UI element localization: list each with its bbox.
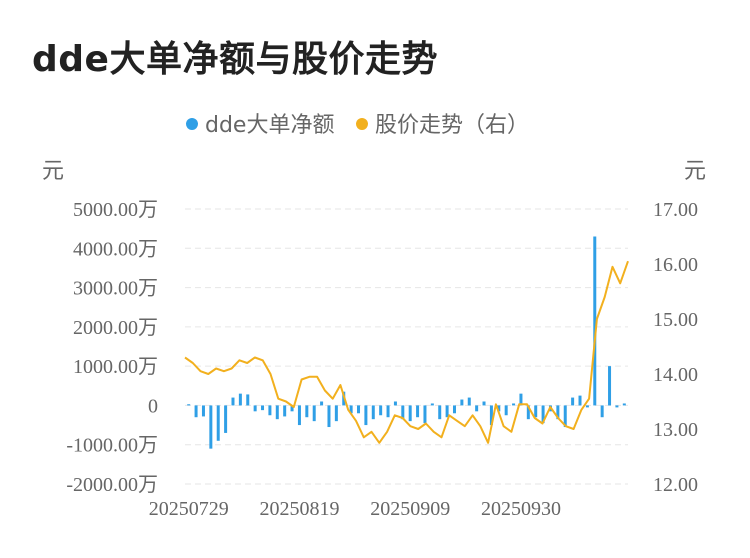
dde-bar (423, 405, 427, 424)
x-tick-label: 20250729 (149, 498, 229, 520)
dde-bar (357, 405, 361, 414)
left-tick-label: -1000.00万 (66, 435, 158, 457)
dde-bar (216, 405, 220, 441)
dde-bar (312, 405, 316, 422)
price-line (184, 260, 629, 444)
right-tick-label: 13.00 (653, 419, 698, 441)
right-tick-label: 17.00 (653, 199, 698, 221)
right-tick-label: 16.00 (653, 254, 698, 276)
dde-bar (578, 395, 582, 406)
dde-bar (534, 405, 538, 418)
dde-bar (408, 405, 412, 422)
dde-bar (194, 405, 198, 418)
left-tick-label: 3000.00万 (73, 278, 158, 300)
dde-bar (467, 397, 471, 406)
dde-bar (224, 405, 228, 433)
dde-bar (541, 405, 545, 424)
dde-bar (563, 405, 567, 428)
left-tick-label: 2000.00万 (73, 317, 158, 339)
dde-bar (452, 405, 456, 414)
x-tick-label: 20250819 (259, 498, 339, 520)
dde-bar (327, 405, 331, 428)
right-tick-label: 12.00 (653, 474, 698, 496)
dde-bar (504, 405, 508, 416)
dde-bar (615, 405, 619, 408)
right-tick-label: 14.00 (653, 364, 698, 386)
dde-bar (526, 405, 530, 420)
left-tick-label: 0 (148, 395, 158, 417)
dde-bar (401, 405, 405, 420)
dde-bar (379, 405, 383, 416)
right-axis-unit: 元 (684, 159, 706, 184)
left-axis-unit: 元 (42, 159, 64, 184)
dde-bar (556, 405, 560, 420)
dde-bar (393, 401, 397, 406)
dde-bar (246, 394, 250, 406)
dde-bar (268, 405, 272, 416)
page-title: dde大单净额与股价走势 (32, 39, 438, 80)
dde-bar (622, 403, 626, 406)
dde-bar (475, 405, 479, 412)
dde-bar (201, 405, 205, 417)
left-tick-label: 5000.00万 (73, 199, 158, 221)
dde-bar (416, 405, 420, 418)
dde-bar (283, 405, 287, 417)
dde-bar (482, 401, 486, 406)
dde-bar (349, 405, 353, 414)
right-tick-label: 15.00 (653, 309, 698, 331)
dde-bar (371, 405, 375, 420)
dde-bar (585, 405, 589, 408)
dde-bar (364, 405, 368, 426)
dde-bar (512, 403, 516, 406)
x-tick-label: 20250909 (370, 498, 450, 520)
legend-marker-price (356, 118, 368, 130)
dde-bar (290, 405, 294, 412)
dde-bar (253, 405, 257, 412)
dde-bar (460, 399, 464, 406)
dde-bar (334, 405, 338, 422)
dde-bar (305, 405, 309, 418)
legend-label-dde: dde大单净额 (205, 113, 334, 138)
dde-bar (519, 393, 523, 406)
dde-bar (297, 405, 301, 426)
dde-bar (571, 397, 575, 406)
dde-bar (386, 405, 390, 418)
dde-bar (497, 405, 501, 412)
dde-bar (489, 405, 493, 426)
dde-bar (320, 401, 324, 406)
dde-bar (445, 405, 449, 418)
x-tick-label: 20250930 (481, 498, 561, 520)
dde-bar (238, 393, 242, 406)
dde-bar (261, 405, 265, 411)
dde-bar (231, 397, 235, 406)
legend-marker-dde (186, 118, 198, 130)
left-tick-label: -2000.00万 (66, 474, 158, 496)
dde-bar (187, 404, 191, 406)
dde-bar (593, 236, 597, 406)
dde-bar (600, 405, 604, 418)
dde-bar (608, 366, 612, 406)
legend-label-price: 股价走势（右） (375, 113, 529, 138)
left-tick-label: 1000.00万 (73, 356, 158, 378)
dde-bar (430, 403, 434, 406)
left-tick-label: 4000.00万 (73, 238, 158, 260)
dde-bar (209, 405, 213, 449)
dde-bar (438, 405, 442, 420)
dde-bar (275, 405, 279, 420)
